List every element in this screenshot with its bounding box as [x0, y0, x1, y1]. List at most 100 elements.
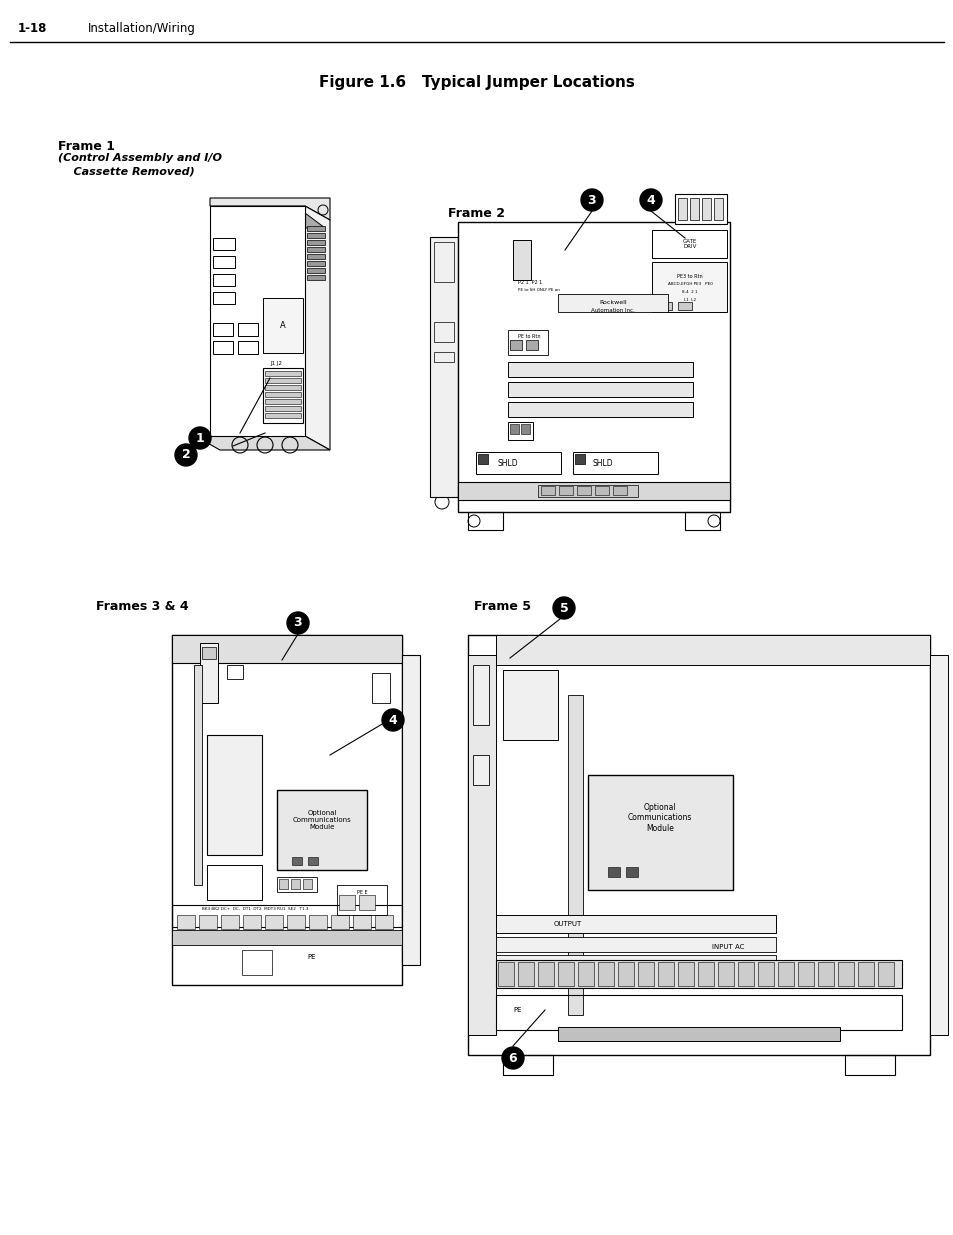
Polygon shape: [210, 198, 330, 220]
Bar: [221, 915, 239, 929]
Bar: [558, 962, 574, 986]
Bar: [598, 962, 614, 986]
Bar: [558, 1028, 840, 1041]
Bar: [468, 635, 929, 1055]
Bar: [496, 635, 929, 664]
Bar: [507, 422, 533, 440]
Bar: [496, 937, 775, 952]
Bar: [678, 962, 693, 986]
Text: BK3 BK2 DC+  DC-  DT1  DT2  MDT3 RU1  SE2   T1.3: BK3 BK2 DC+ DC- DT1 DT2 MDT3 RU1 SE2 T1.…: [202, 906, 308, 911]
Bar: [457, 482, 729, 500]
Bar: [837, 962, 853, 986]
Bar: [213, 256, 234, 268]
Bar: [658, 303, 671, 310]
Bar: [172, 905, 401, 927]
Bar: [172, 635, 401, 663]
Bar: [613, 487, 626, 495]
Bar: [502, 671, 558, 740]
Bar: [265, 412, 301, 417]
Bar: [513, 240, 531, 280]
Bar: [678, 198, 686, 220]
Bar: [525, 340, 537, 350]
Bar: [537, 485, 638, 496]
Bar: [651, 230, 726, 258]
Bar: [202, 647, 215, 659]
Bar: [265, 399, 301, 404]
Bar: [263, 298, 303, 353]
Bar: [507, 403, 692, 417]
Bar: [502, 1055, 553, 1074]
Bar: [242, 950, 272, 974]
Bar: [193, 664, 202, 885]
Text: SHLD: SHLD: [593, 458, 613, 468]
Text: 6: 6: [508, 1051, 517, 1065]
Bar: [278, 879, 288, 889]
Bar: [507, 330, 547, 354]
Text: 5: 5: [559, 601, 568, 615]
Bar: [434, 352, 454, 362]
Bar: [353, 915, 371, 929]
Text: 1-18: 1-18: [18, 22, 48, 35]
Bar: [307, 254, 325, 259]
Bar: [309, 915, 327, 929]
Bar: [336, 885, 387, 915]
Bar: [434, 242, 454, 282]
Bar: [738, 962, 753, 986]
Bar: [307, 233, 325, 238]
Bar: [678, 303, 691, 310]
Bar: [177, 915, 194, 929]
Bar: [265, 406, 301, 411]
Bar: [496, 995, 901, 1030]
Text: GATE
DRIV: GATE DRIV: [682, 238, 697, 249]
Bar: [338, 895, 355, 910]
Text: Optional
Communications
Module: Optional Communications Module: [627, 803, 692, 832]
Text: A: A: [280, 321, 286, 330]
Circle shape: [174, 445, 196, 466]
Text: Frame 1: Frame 1: [58, 140, 115, 153]
Bar: [778, 962, 793, 986]
Bar: [265, 915, 283, 929]
Bar: [200, 643, 218, 703]
Bar: [265, 370, 301, 375]
Circle shape: [639, 189, 661, 211]
Text: Frames 3 & 4: Frames 3 & 4: [96, 600, 189, 613]
Bar: [507, 362, 692, 377]
Polygon shape: [194, 436, 330, 450]
Text: Optional
Communications
Module: Optional Communications Module: [293, 810, 351, 830]
Text: Cassette Removed): Cassette Removed): [58, 165, 194, 177]
Text: Automation Inc.: Automation Inc.: [591, 308, 635, 312]
Bar: [558, 487, 573, 495]
Text: (Control Assembly and I/O: (Control Assembly and I/O: [58, 153, 222, 163]
Bar: [877, 962, 893, 986]
Bar: [292, 857, 302, 864]
Bar: [675, 194, 726, 224]
Bar: [929, 655, 947, 1035]
Text: SHLD: SHLD: [497, 458, 518, 468]
Text: J1 J2: J1 J2: [270, 361, 282, 366]
Bar: [510, 424, 518, 433]
Bar: [496, 915, 775, 932]
Bar: [817, 962, 833, 986]
Bar: [507, 382, 692, 396]
Bar: [430, 237, 457, 496]
Bar: [638, 962, 654, 986]
Text: PE E: PE E: [356, 890, 367, 895]
Bar: [303, 879, 312, 889]
Bar: [651, 262, 726, 312]
Bar: [331, 915, 349, 929]
Text: Frame 5: Frame 5: [474, 600, 531, 613]
Bar: [265, 378, 301, 383]
Bar: [473, 664, 489, 725]
Bar: [213, 274, 234, 287]
Bar: [558, 294, 667, 312]
Bar: [797, 962, 813, 986]
Text: 2: 2: [181, 448, 191, 462]
Circle shape: [189, 427, 211, 450]
Bar: [265, 391, 301, 396]
Text: Rockwell: Rockwell: [598, 300, 626, 305]
Bar: [213, 341, 233, 354]
Bar: [227, 664, 243, 679]
Bar: [701, 198, 710, 220]
Bar: [375, 915, 393, 929]
Bar: [468, 655, 496, 1035]
